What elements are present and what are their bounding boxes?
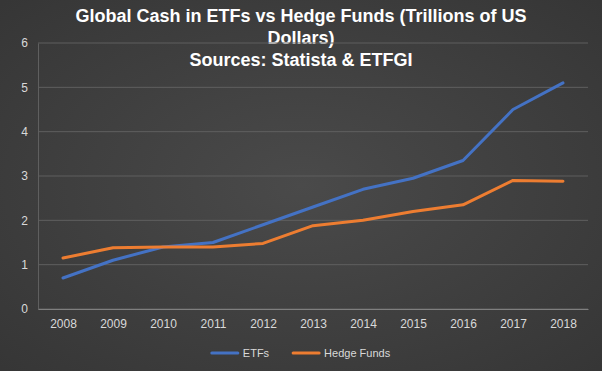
y-tick-label: 3 [21,169,28,183]
series-line [63,83,563,278]
y-tick-label: 4 [21,125,28,139]
legend-swatch [293,352,319,355]
y-axis: 0 1 2 3 4 5 6 [21,36,38,316]
y-tick-label: 2 [21,214,28,228]
x-tick: 2011 [201,309,227,331]
legend: ETFs Hedge Funds [212,347,391,359]
y-tick: 2 [21,214,38,228]
series-line [63,180,563,258]
y-tick-label: 5 [21,81,28,95]
chart: Global Cash in ETFs vs Hedge Funds (Tril… [0,0,602,371]
grid-line [38,131,588,132]
x-tick-label: 2018 [550,317,577,331]
title: Global Cash in ETFs vs Hedge Funds (Tril… [75,6,526,48]
x-tick: 2018 [550,309,577,331]
x-tick: 2014 [350,309,377,331]
legend-label: ETFs [243,347,270,359]
y-tick: 0 [21,302,38,316]
legend-item: ETFs [212,347,270,359]
legend-swatch [212,352,238,355]
title-line: Global Cash in ETFs vs Hedge Funds (Tril… [75,6,526,26]
y-axis-line [38,44,39,310]
x-tick-label: 2013 [300,317,327,331]
plot-area: 0123456200820092010201120122013201420152… [21,36,588,330]
x-tick: 2016 [450,309,477,331]
x-tick-label: 2017 [500,317,527,331]
background [0,0,602,371]
x-tick-label: 2012 [250,317,277,331]
x-tick-label: 2016 [450,317,477,331]
x-tick: 2015 [400,309,427,331]
subtitle: Sources: Statista & ETFGI [189,50,412,70]
x-tick-label: 2009 [100,317,127,331]
y-tick: 6 [21,36,38,50]
y-tick-label: 6 [21,36,28,50]
y-tick: 3 [21,169,38,183]
x-tick-label: 2011 [201,317,227,331]
x-tick-label: 2014 [350,317,377,331]
x-tick-label: 2015 [400,317,427,331]
x-axis-line [39,309,589,310]
y-tick-label: 1 [21,258,28,272]
grid-line [38,87,588,88]
x-tick: 2009 [100,309,127,331]
legend-item: Hedge Funds [293,347,391,359]
x-tick-label: 2008 [50,317,77,331]
grid [38,43,588,309]
y-tick: 5 [21,81,38,95]
x-tick: 2013 [300,309,327,331]
x-axis: 2008 2009 2010 2011 2012 2013 2014 2015 2016 2017… [39,309,589,331]
legend-label: Hedge Funds [324,347,391,359]
grid-line [38,309,588,310]
y-tick: 4 [21,125,38,139]
x-tick: 2012 [250,309,277,331]
y-tick-label: 0 [21,302,28,316]
y-tick: 1 [21,258,38,272]
grid-line [38,264,588,265]
x-tick-label: 2010 [150,317,177,331]
series-group [63,83,563,278]
x-tick: 2010 [150,309,177,331]
grid-line [38,176,588,177]
grid-line [38,220,588,221]
x-tick: 2008 [50,309,77,331]
grid-line [38,43,588,44]
x-tick: 2017 [500,309,527,331]
title-line: Dollars) [267,28,334,48]
